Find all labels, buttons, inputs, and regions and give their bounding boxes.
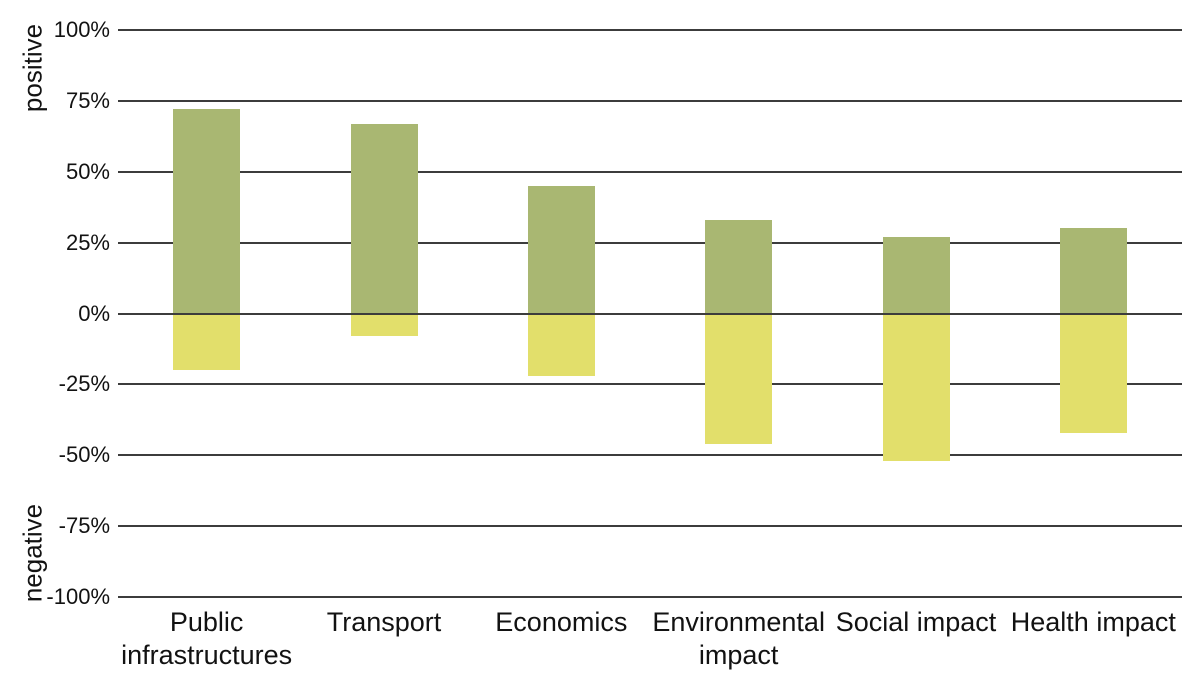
y-tick-label-75: 75% — [65, 87, 110, 113]
gridline-50 — [118, 170, 1182, 173]
bar-negative-social-impact — [882, 313, 950, 461]
y-tick-label-100: 100% — [53, 17, 110, 42]
y-tick-label--50: -50% — [58, 442, 110, 468]
x-category-label-social-impact: Social impact — [835, 607, 997, 637]
bar-positive-transport — [350, 123, 418, 314]
bar-positive-environmental-impact — [705, 219, 773, 314]
bar-positive-public-infrastructures — [173, 109, 241, 314]
x-category-label-public-infrastructures: Public infrastructures — [121, 607, 293, 670]
bar-positive-social-impact — [882, 236, 950, 314]
gridline--100 — [118, 596, 1182, 598]
gridline-100 — [118, 29, 1182, 31]
y-tick-label-25: 25% — [65, 229, 110, 255]
bar-negative-public-infrastructures — [173, 313, 241, 371]
gridline--50 — [118, 454, 1182, 457]
bar-negative-health-impact — [1059, 313, 1127, 433]
bar-negative-environmental-impact — [705, 313, 773, 444]
y-tick-label-50: 50% — [65, 158, 110, 184]
x-category-label-transport: Transport — [326, 607, 442, 637]
x-category-label-environmental-impact: Environmental impact — [652, 607, 825, 670]
zero-axis-line — [118, 312, 1182, 315]
bar-negative-transport — [350, 313, 418, 337]
gridline--75 — [118, 525, 1182, 528]
x-category-label-health-impact: Health impact — [1010, 607, 1176, 637]
x-category-label-economics: Economics — [495, 607, 628, 637]
y-tick-label--100: -100% — [46, 584, 110, 609]
bar-negative-economics — [527, 313, 595, 376]
y-tick-label-0: 0% — [78, 300, 110, 326]
y-tick-label--25: -25% — [58, 371, 110, 397]
bar-positive-economics — [527, 185, 595, 314]
y-tick-label--75: -75% — [58, 513, 110, 539]
gridline--25 — [118, 383, 1182, 386]
bar-positive-health-impact — [1059, 228, 1127, 314]
gridline-75 — [118, 99, 1182, 102]
gridline-25 — [118, 241, 1182, 244]
